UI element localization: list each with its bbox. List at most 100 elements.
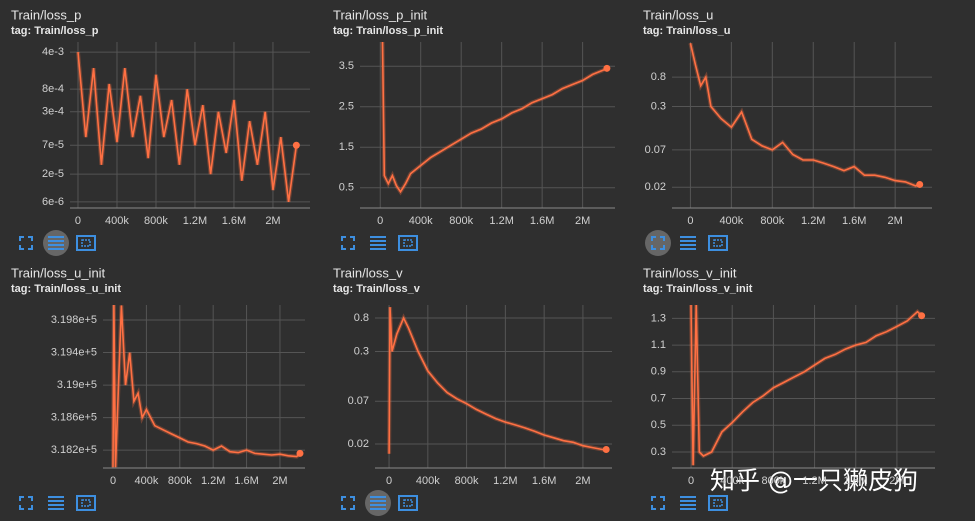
- chart-panel: Train/loss_u tag: Train/loss_u 0.8 0.3 0.07 0…: [643, 7, 932, 256]
- end-point: [603, 64, 611, 72]
- fullscreen-icon[interactable]: [651, 236, 665, 250]
- x-tick-label: 0: [688, 475, 694, 487]
- series-line: [690, 305, 923, 466]
- x-tick-label: 2M: [575, 475, 590, 487]
- y-tick-label: 3.19e+5: [57, 379, 97, 391]
- y-tick-label: 7e-5: [42, 139, 64, 151]
- log-scale-icon[interactable]: [48, 236, 64, 250]
- y-tick-label: 3.5: [339, 60, 354, 72]
- chart-title: Train/loss_p_init: [333, 7, 428, 22]
- chart-tag: tag: Train/loss_u_init: [11, 283, 121, 295]
- y-tick-label: 0.02: [348, 438, 369, 450]
- series-line: [388, 307, 607, 454]
- plot-area: [76, 51, 299, 203]
- x-tick-label: 2M: [265, 215, 280, 227]
- y-tick-label: 0.3: [354, 345, 369, 357]
- x-tick-label: 400k: [720, 475, 744, 487]
- y-tick-label: 3.198e+5: [51, 314, 97, 326]
- end-point: [292, 141, 300, 149]
- log-scale-icon[interactable]: [370, 496, 386, 510]
- chart-panel: Train/loss_p_init tag: Train/loss_p_init 3…: [333, 7, 615, 251]
- y-tick-label: 6e-6: [42, 196, 64, 208]
- fit-domain-icon[interactable]: [708, 235, 728, 251]
- fit-domain-icon[interactable]: [398, 495, 418, 511]
- series-line: [112, 305, 301, 468]
- chart-title: Train/loss_v_init: [643, 265, 737, 280]
- y-tick-label: 2.5: [339, 101, 354, 113]
- fit-domain-inner: [81, 239, 91, 247]
- x-tick-label: 0: [377, 215, 383, 227]
- y-tick-label: 1.3: [651, 312, 666, 324]
- fullscreen-icon[interactable]: [19, 496, 33, 510]
- y-tick-label: 3.194e+5: [51, 346, 97, 358]
- log-scale-icon[interactable]: [680, 236, 696, 250]
- chart-panel: Train/loss_v_init tag: Train/loss_v_init 1…: [643, 265, 935, 511]
- y-tick-label: 0.3: [651, 100, 666, 112]
- log-scale-icon[interactable]: [48, 496, 64, 510]
- y-tick-label: 3e-4: [42, 106, 64, 118]
- watermark: 知乎 @一只獭皮狗: [710, 466, 918, 495]
- series-line: [689, 43, 920, 187]
- fit-domain-inner: [713, 499, 723, 507]
- x-tick-label: 1.6M: [222, 215, 246, 227]
- x-tick-label: 0: [386, 475, 392, 487]
- fit-domain-icon[interactable]: [76, 495, 96, 511]
- end-point: [602, 446, 610, 454]
- x-tick-label: 1.6M: [532, 475, 556, 487]
- x-tick-label: 2M: [888, 215, 903, 227]
- x-tick-label: 0: [687, 215, 693, 227]
- x-tick-label: 0: [110, 475, 116, 487]
- x-tick-label: 1.2M: [489, 215, 513, 227]
- x-tick-label: 800k: [144, 215, 168, 227]
- series-line: [77, 52, 298, 203]
- chart-title: Train/loss_u_init: [11, 265, 106, 280]
- x-tick-label: 1.2M: [801, 215, 825, 227]
- y-tick-label: 0.9: [651, 366, 666, 378]
- fullscreen-icon[interactable]: [341, 496, 355, 510]
- fit-domain-inner: [403, 239, 413, 247]
- fit-domain-inner: [403, 499, 413, 507]
- plot-area: [380, 42, 608, 196]
- chart-title: Train/loss_p: [11, 7, 81, 22]
- y-tick-label: 0.7: [651, 392, 666, 404]
- chart-tag: tag: Train/loss_u: [643, 25, 730, 37]
- x-tick-label: 800k: [760, 215, 784, 227]
- fullscreen-icon[interactable]: [341, 236, 355, 250]
- x-tick-label: 800k: [455, 475, 479, 487]
- y-tick-label: 0.5: [651, 419, 666, 431]
- x-tick-label: 800k: [761, 475, 785, 487]
- log-scale-icon[interactable]: [680, 496, 696, 510]
- end-point: [918, 312, 926, 320]
- icon-highlight: [43, 230, 69, 256]
- y-tick-label: 0.8: [651, 71, 666, 83]
- y-tick-label: 1.1: [651, 339, 666, 351]
- x-tick-label: 1.6M: [844, 475, 868, 487]
- fit-domain-icon[interactable]: [708, 495, 728, 511]
- chart-panel: Train/loss_u_init tag: Train/loss_u_init 3…: [11, 265, 305, 511]
- plot-area: [111, 305, 302, 468]
- y-tick-label: 0.07: [348, 395, 369, 407]
- fit-domain-icon[interactable]: [76, 235, 96, 251]
- y-tick-label: 0.07: [645, 144, 666, 156]
- y-tick-label: 8e-4: [42, 83, 64, 95]
- x-tick-label: 1.6M: [842, 215, 866, 227]
- x-tick-label: 1.2M: [802, 475, 826, 487]
- x-tick-label: 800k: [168, 475, 192, 487]
- y-tick-label: 0.8: [354, 312, 369, 324]
- fit-domain-icon[interactable]: [398, 235, 418, 251]
- series-line: [381, 42, 608, 194]
- fit-domain-inner: [81, 499, 91, 507]
- x-tick-label: 2M: [272, 475, 287, 487]
- fullscreen-icon[interactable]: [651, 496, 665, 510]
- fullscreen-icon[interactable]: [19, 236, 33, 250]
- chart-tag: tag: Train/loss_v_init: [643, 283, 753, 295]
- x-tick-label: 400k: [719, 215, 743, 227]
- x-tick-label: 400k: [134, 475, 158, 487]
- y-tick-label: 2e-5: [42, 168, 64, 180]
- end-point: [296, 449, 304, 457]
- x-tick-label: 1.6M: [530, 215, 554, 227]
- log-scale-icon[interactable]: [370, 236, 386, 250]
- chart-tag: tag: Train/loss_p: [11, 25, 99, 37]
- x-tick-label: 2M: [575, 215, 590, 227]
